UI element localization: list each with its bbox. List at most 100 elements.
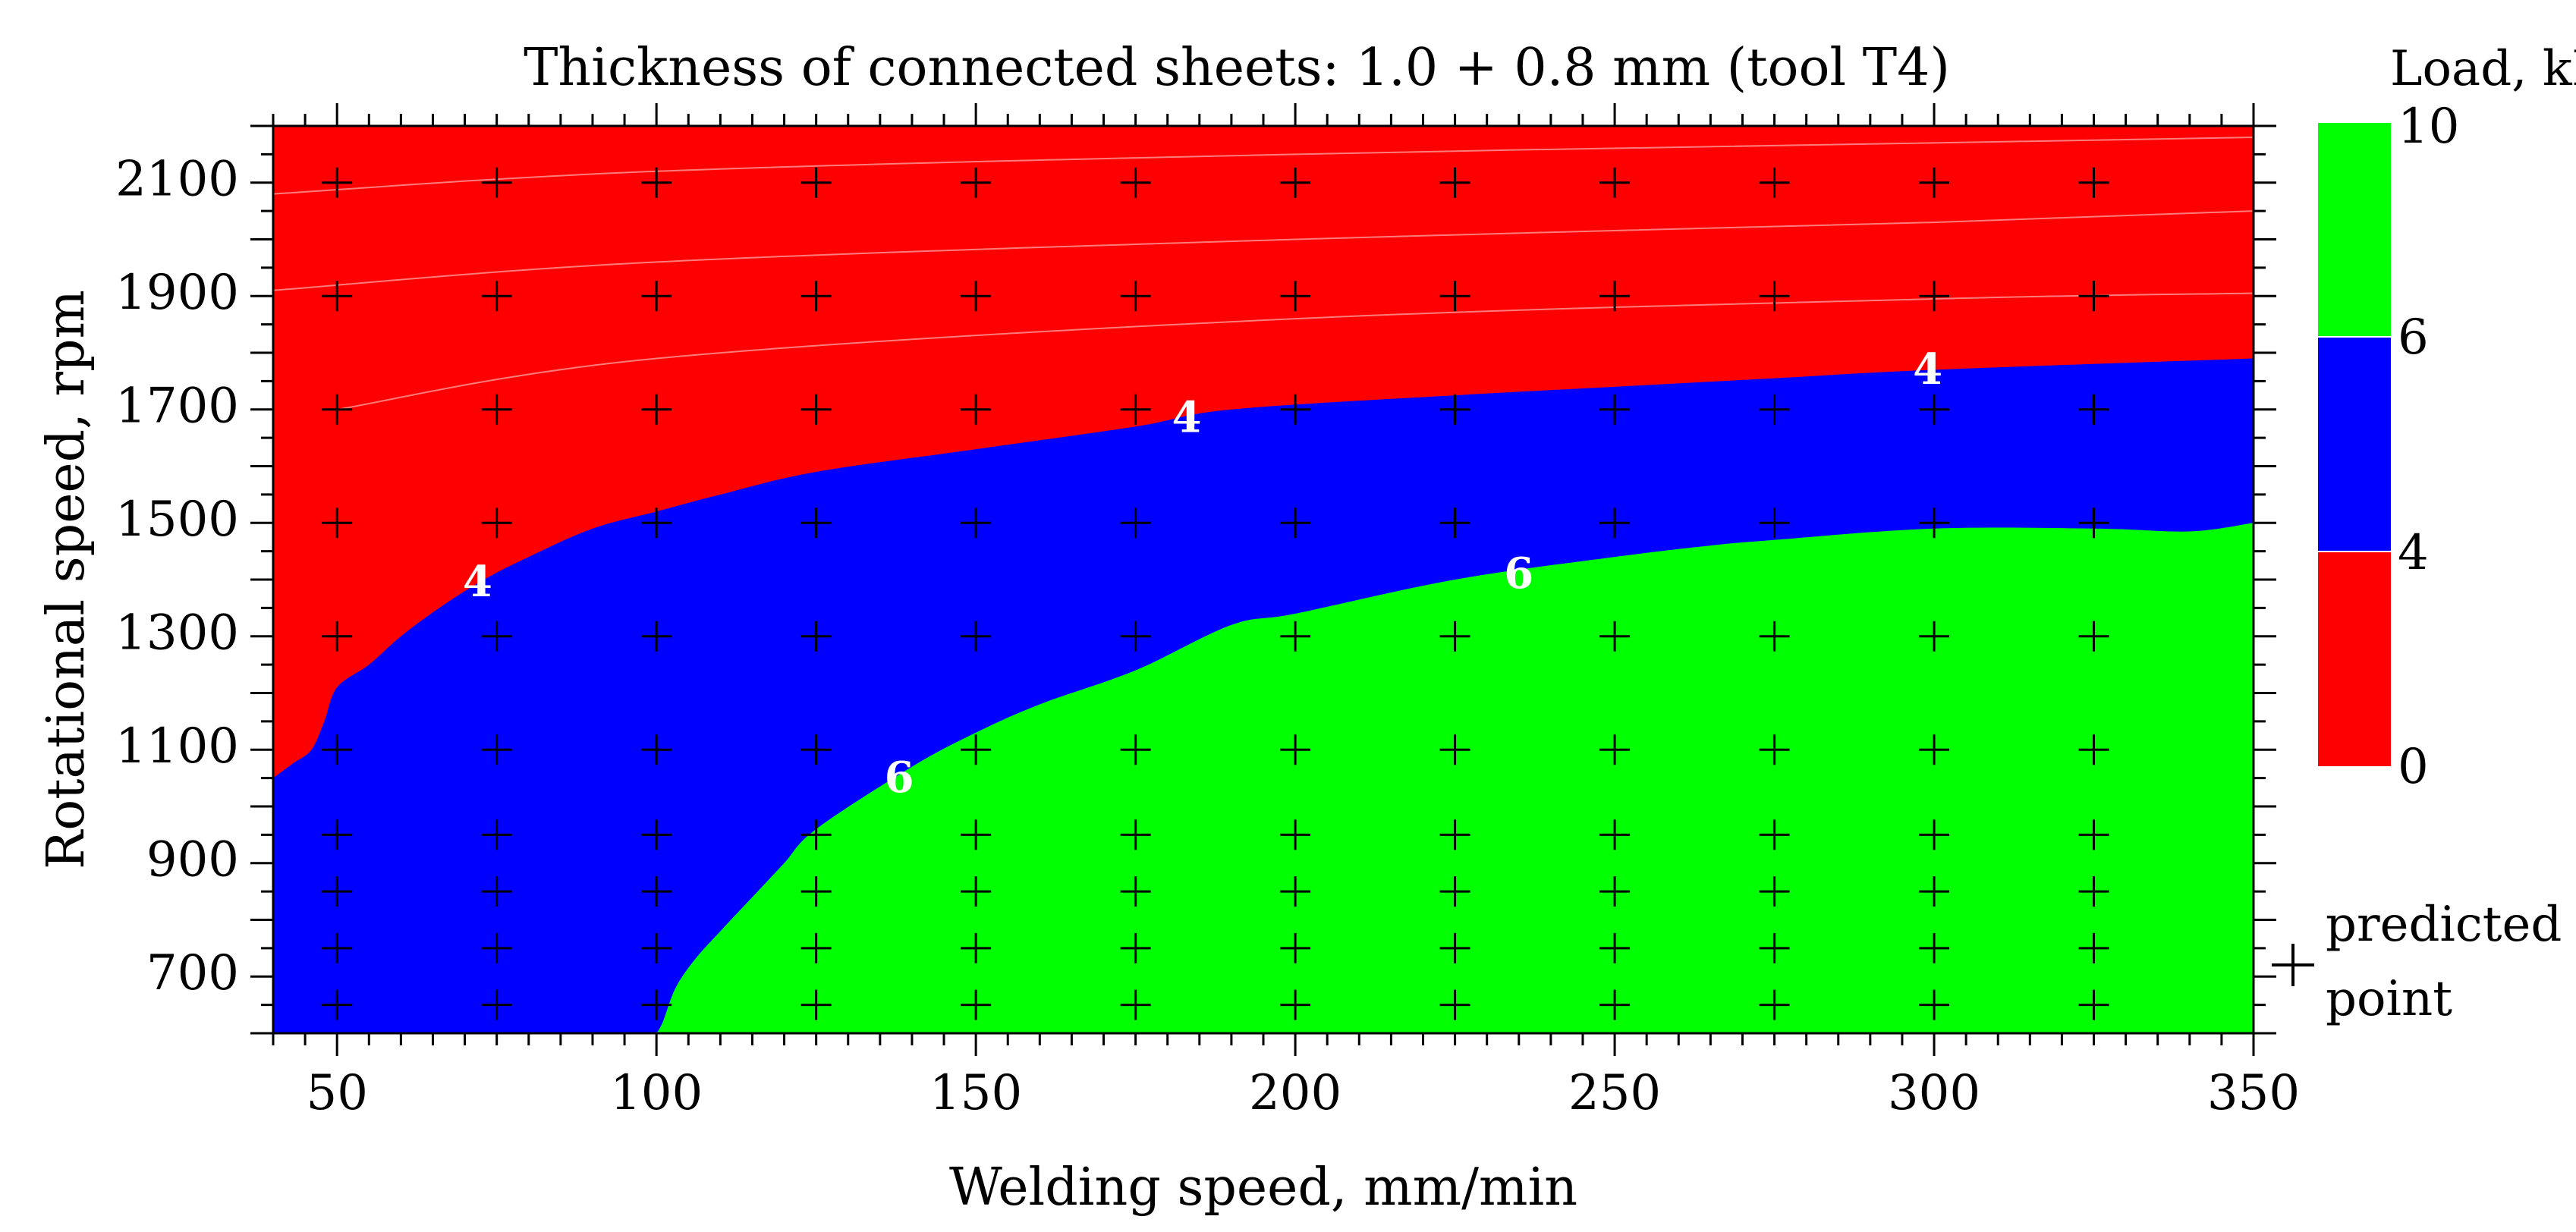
- y-axis-ticks: 700 900 1100 1300 1500 1700 1900 2100: [115, 124, 2276, 1035]
- predicted-point-marker: [1439, 621, 1470, 652]
- predicted-point-marker: [1280, 932, 1311, 963]
- predicted-point-marker: [1280, 508, 1311, 539]
- predicted-point-marker: [641, 394, 672, 425]
- x-tick-label: 200: [1249, 1065, 1341, 1121]
- predicted-point-marker: [1599, 734, 1631, 765]
- contour-label: 6: [1504, 548, 1533, 599]
- contour-label: 4: [1172, 392, 1201, 442]
- y-tick-label: 900: [146, 831, 239, 888]
- faint-contour-line: [273, 210, 2254, 291]
- predicted-point-marker: [1439, 167, 1470, 198]
- x-tick-label: 50: [306, 1065, 367, 1121]
- predicted-point-marker: [2078, 876, 2109, 907]
- predicted-point-marker: [481, 734, 512, 765]
- predicted-point-marker: [800, 932, 832, 963]
- predicted-point-marker: [1759, 281, 1790, 312]
- predicted-point-marker: [1759, 621, 1790, 652]
- predicted-point-marker: [1759, 508, 1790, 539]
- predicted-point-marker: [322, 989, 353, 1020]
- predicted-point-marker: [1919, 167, 1950, 198]
- x-tick-label: 350: [2207, 1065, 2300, 1121]
- predicted-point-marker: [2078, 281, 2109, 312]
- plot-area: [273, 126, 2254, 1033]
- predicted-point-marker: [1759, 876, 1790, 907]
- predicted-point-marker: [961, 876, 992, 907]
- predicted-point-marker: [1599, 508, 1631, 539]
- y-tick-label: 2100: [115, 151, 239, 207]
- predicted-point-marker: [1919, 394, 1950, 425]
- predicted-point-marker: [322, 734, 353, 765]
- predicted-point-marker: [961, 734, 992, 765]
- colorbar-tick-label: 10: [2398, 99, 2459, 155]
- y-tick-label: 1300: [115, 605, 239, 661]
- predicted-point-marker: [641, 621, 672, 652]
- y-tick-label: 1900: [115, 265, 239, 321]
- colorbar-swatch-high: [2318, 123, 2391, 337]
- contour-labels: 4 4 4 6 6: [463, 344, 1942, 803]
- predicted-point-marker: [1120, 281, 1151, 312]
- predicted-point-marker: [1919, 932, 1950, 963]
- predicted-point-marker: [1439, 508, 1470, 539]
- predicted-point-marker: [2078, 167, 2109, 198]
- predicted-point-marker: [1120, 734, 1151, 765]
- colorbar-swatch-low: [2318, 552, 2391, 766]
- predicted-point-marker: [641, 734, 672, 765]
- predicted-point-marker: [1280, 167, 1311, 198]
- predicted-point-marker: [1599, 167, 1631, 198]
- predicted-point-marker: [800, 167, 832, 198]
- predicted-point-marker: [1439, 734, 1470, 765]
- predicted-point-marker: [1759, 932, 1790, 963]
- predicted-point-marker: [1759, 167, 1790, 198]
- predicted-point-marker: [1919, 281, 1950, 312]
- predicted-point-marker: [800, 394, 832, 425]
- colorbar-title: Load, kN: [2390, 41, 2576, 97]
- predicted-point-marker: [322, 167, 353, 198]
- legend-label: point: [2326, 971, 2452, 1027]
- predicted-point-marker: [2078, 932, 2109, 963]
- predicted-point-marker: [2078, 508, 2109, 539]
- predicted-point-marker: [961, 281, 992, 312]
- predicted-point-marker: [800, 508, 832, 539]
- colorbar-swatch-mid: [2318, 337, 2391, 552]
- faint-contour-line: [273, 137, 2254, 195]
- predicted-point-marker: [2078, 989, 2109, 1020]
- predicted-point-marker: [481, 876, 512, 907]
- predicted-point-marker: [481, 819, 512, 850]
- predicted-point-marker: [961, 932, 992, 963]
- region-high-load: [656, 523, 2254, 1033]
- predicted-point-marker: [481, 167, 512, 198]
- predicted-point-marker: [800, 819, 832, 850]
- colorbar-tick-label: 0: [2398, 739, 2429, 795]
- x-axis-label: Welding speed, mm/min: [949, 1158, 1577, 1218]
- predicted-point-marker: [1120, 819, 1151, 850]
- predicted-point-marker: [1280, 281, 1311, 312]
- predicted-point-marker: [1919, 819, 1950, 850]
- colorbar-tick-label: 4: [2398, 525, 2429, 581]
- predicted-point-marker: [1120, 508, 1151, 539]
- predicted-point-marker: [481, 932, 512, 963]
- predicted-point-marker: [1919, 508, 1950, 539]
- predicted-point-marker: [1280, 734, 1311, 765]
- predicted-point-marker: [481, 508, 512, 539]
- x-axis-ticks: 50 100 150 200 250 300 350: [272, 103, 2300, 1121]
- x-tick-label: 150: [929, 1065, 1022, 1121]
- predicted-point-marker: [641, 876, 672, 907]
- predicted-point-marker: [641, 508, 672, 539]
- predicted-point-marker: [961, 621, 992, 652]
- predicted-point-marker: [800, 734, 832, 765]
- predicted-point-marker: [322, 281, 353, 312]
- predicted-point-marker: [1280, 989, 1311, 1020]
- predicted-point-marker: [961, 394, 992, 425]
- contour-label: 4: [1913, 344, 1942, 394]
- predicted-point-marker: [800, 989, 832, 1020]
- predicted-point-marker: [2078, 621, 2109, 652]
- predicted-point-marker: [481, 621, 512, 652]
- predicted-point-marker: [2078, 394, 2109, 425]
- predicted-point-marker: [1759, 734, 1790, 765]
- predicted-point-marker: [1759, 394, 1790, 425]
- predicted-point-marker: [1280, 876, 1311, 907]
- y-tick-label: 1500: [115, 492, 239, 548]
- predicted-point-marker: [961, 989, 992, 1020]
- predicted-point-marker: [2078, 734, 2109, 765]
